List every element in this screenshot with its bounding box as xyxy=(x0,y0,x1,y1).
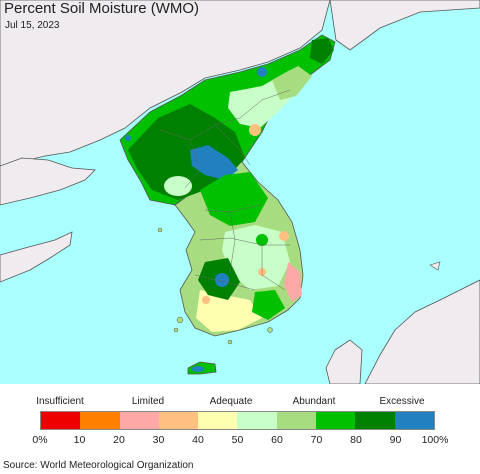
legend-category-adequate: Adequate xyxy=(209,396,253,407)
zone-green-sk-north xyxy=(200,172,268,226)
legend-swatch-1 xyxy=(80,412,120,429)
japan-islet xyxy=(429,261,441,271)
legend-color-bar xyxy=(40,411,435,430)
legend-category-abundant: Abundant xyxy=(292,396,336,407)
russia-land xyxy=(329,0,480,51)
shandong-land xyxy=(0,231,73,283)
legend-swatch-3 xyxy=(158,412,199,429)
legend-swatch-9 xyxy=(394,412,434,429)
legend-category-excessive: Excessive xyxy=(379,396,425,407)
japan-land xyxy=(364,279,480,384)
legend-tick: 30 xyxy=(152,434,165,446)
legend-tick: 80 xyxy=(350,434,362,446)
legend-tick: 100% xyxy=(421,434,449,446)
legend-category-insufficient: Insufficient xyxy=(36,396,84,407)
province-boundaries xyxy=(159,89,291,291)
legend-swatch-8 xyxy=(355,412,395,429)
map-date: Jul 15, 2023 xyxy=(5,20,60,31)
zone-abundant-ne xyxy=(272,66,312,100)
legend-tick: 90 xyxy=(389,434,402,446)
zone-orange-east xyxy=(279,231,289,241)
jeju-blue xyxy=(192,366,204,372)
legend: Insufficient Limited Adequate Abundant E… xyxy=(0,384,480,454)
zone-light-sk-center xyxy=(222,225,290,290)
zone-yellow-sk xyxy=(196,290,262,332)
zone-blue-central xyxy=(190,145,238,180)
zone-blue-nw xyxy=(125,135,131,141)
soil-moisture-map xyxy=(0,0,480,384)
legend-swatch-0 xyxy=(41,412,81,429)
legend-tick: 60 xyxy=(271,434,283,446)
liaodong-coast xyxy=(0,157,96,206)
zone-pink-east xyxy=(284,262,302,302)
japan-kyushu xyxy=(325,339,363,384)
source-credit: Source: World Meteorological Organizatio… xyxy=(3,460,194,471)
legend-swatch-5 xyxy=(237,412,277,429)
legend-swatch-6 xyxy=(276,412,317,429)
legend-swatch-7 xyxy=(316,412,356,429)
zone-orange-sw xyxy=(202,296,210,304)
legend-category-limited: Limited xyxy=(131,396,165,407)
legend-tick: 0% xyxy=(32,434,48,446)
legend-tick: 70 xyxy=(310,434,323,446)
zone-orange-nk xyxy=(249,124,261,136)
coastal-islets xyxy=(157,227,273,345)
legend-tick: 40 xyxy=(192,434,204,446)
zone-green-center xyxy=(256,234,268,246)
legend-swatch-2 xyxy=(119,412,159,429)
zone-light-west xyxy=(164,176,192,196)
legend-tick: 10 xyxy=(73,434,86,446)
legend-swatch-4 xyxy=(198,412,238,429)
legend-tick: 20 xyxy=(113,434,125,446)
map-title: Percent Soil Moisture (WMO) xyxy=(4,0,200,17)
zone-dark-green-ne xyxy=(310,38,334,64)
zone-blue-sw xyxy=(215,273,229,287)
zone-green-se xyxy=(252,290,285,320)
zone-blue-ne xyxy=(257,67,267,77)
legend-tick: 50 xyxy=(231,434,244,446)
